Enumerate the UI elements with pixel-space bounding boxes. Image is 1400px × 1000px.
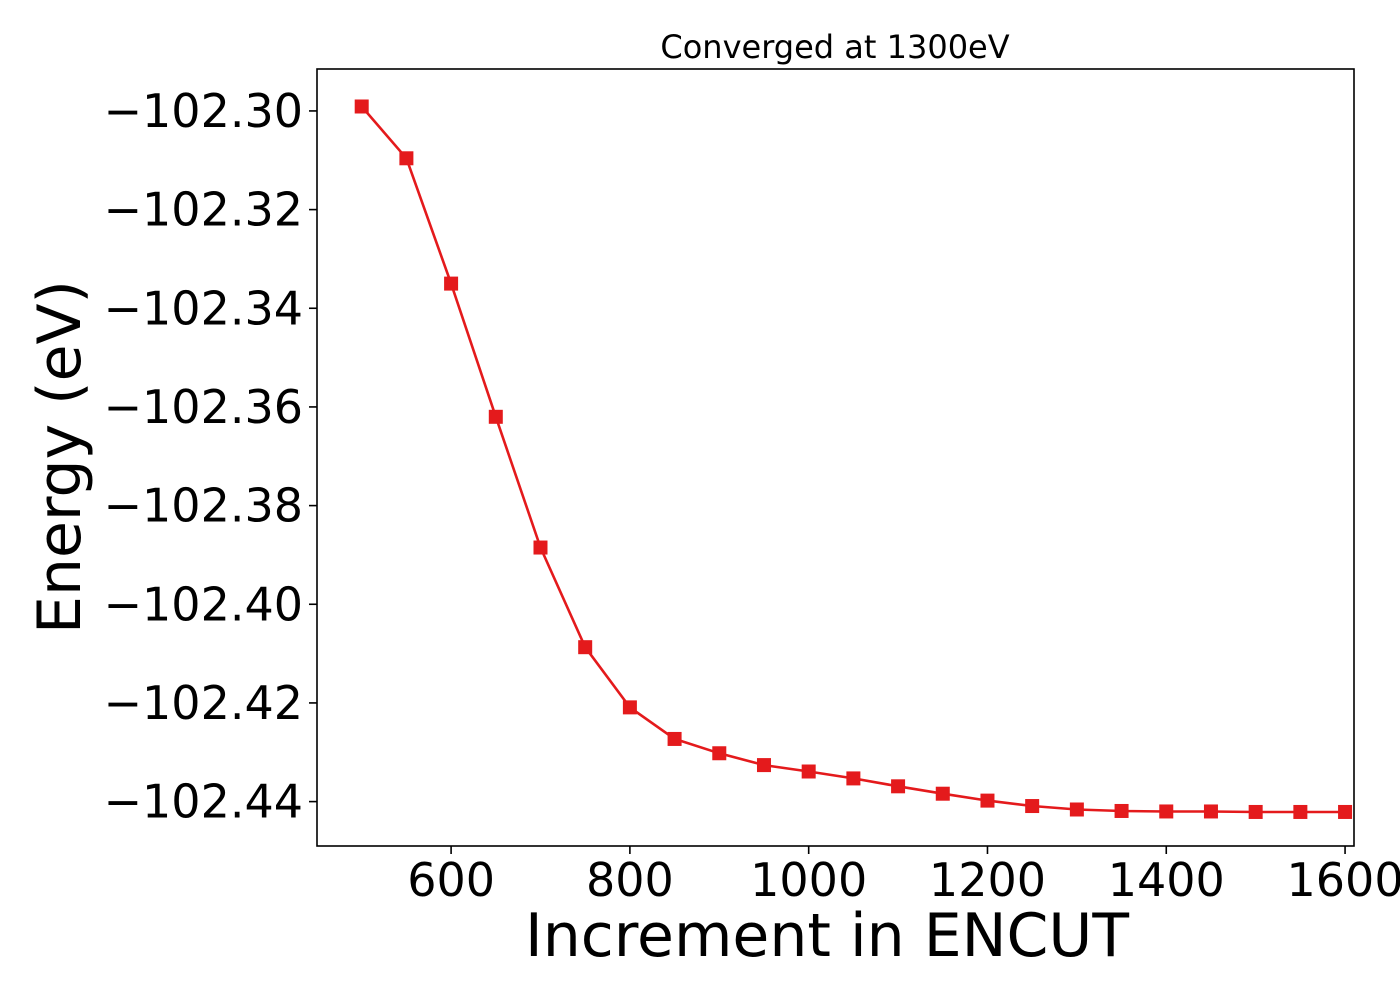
y-tick-label: −102.42 (104, 676, 304, 730)
plot-frame (316, 68, 1355, 847)
x-axis-title: Increment in ENCUT (525, 901, 1129, 971)
x-tick-label: 1400 (1108, 853, 1225, 907)
data-point-marker (935, 786, 950, 801)
data-point-marker (399, 151, 414, 166)
data-point-marker (846, 771, 861, 786)
x-tick-label: 800 (586, 853, 674, 907)
data-point-marker (578, 640, 593, 655)
chart-title: Converged at 1300eV (660, 28, 1009, 66)
data-point-marker (756, 758, 771, 773)
y-axis-ticks: −102.30 −102.32 −102.34 −102.36 −102.38 −102.… (104, 84, 317, 829)
data-point-marker (1159, 804, 1174, 819)
data-point-marker (667, 731, 682, 746)
x-axis-ticks: 600 800 1000 1200 1400 1600 (407, 846, 1400, 907)
data-point-marker (1248, 804, 1263, 819)
data-point-marker (622, 700, 637, 715)
data-point-marker (533, 540, 548, 555)
data-point-marker (1293, 804, 1308, 819)
x-tick-label: 1000 (750, 853, 867, 907)
y-axis-title: Energy (eV) (25, 280, 95, 634)
x-tick-label: 1600 (1287, 853, 1400, 907)
y-tick-label: −102.32 (104, 183, 304, 237)
y-tick-label: −102.44 (104, 775, 304, 829)
data-point-marker (1338, 804, 1353, 819)
data-point-marker (354, 99, 369, 114)
data-point-marker (801, 764, 816, 779)
x-tick-label: 1200 (929, 853, 1046, 907)
data-point-marker (488, 409, 503, 424)
data-point-marker (1114, 803, 1129, 818)
data-point-marker (1203, 804, 1218, 819)
data-point-marker (444, 276, 459, 291)
series-layer (354, 99, 1353, 819)
data-point-marker (891, 779, 906, 794)
data-point-marker (980, 793, 995, 808)
y-tick-label: −102.30 (104, 84, 304, 138)
y-tick-label: −102.36 (104, 380, 304, 434)
x-tick-label: 600 (407, 853, 495, 907)
data-point-marker (1069, 802, 1084, 817)
y-tick-label: −102.34 (104, 281, 304, 335)
y-tick-label: −102.38 (104, 479, 304, 533)
y-tick-label: −102.40 (104, 577, 304, 631)
data-point-marker (1025, 799, 1040, 814)
data-point-marker (712, 746, 727, 761)
